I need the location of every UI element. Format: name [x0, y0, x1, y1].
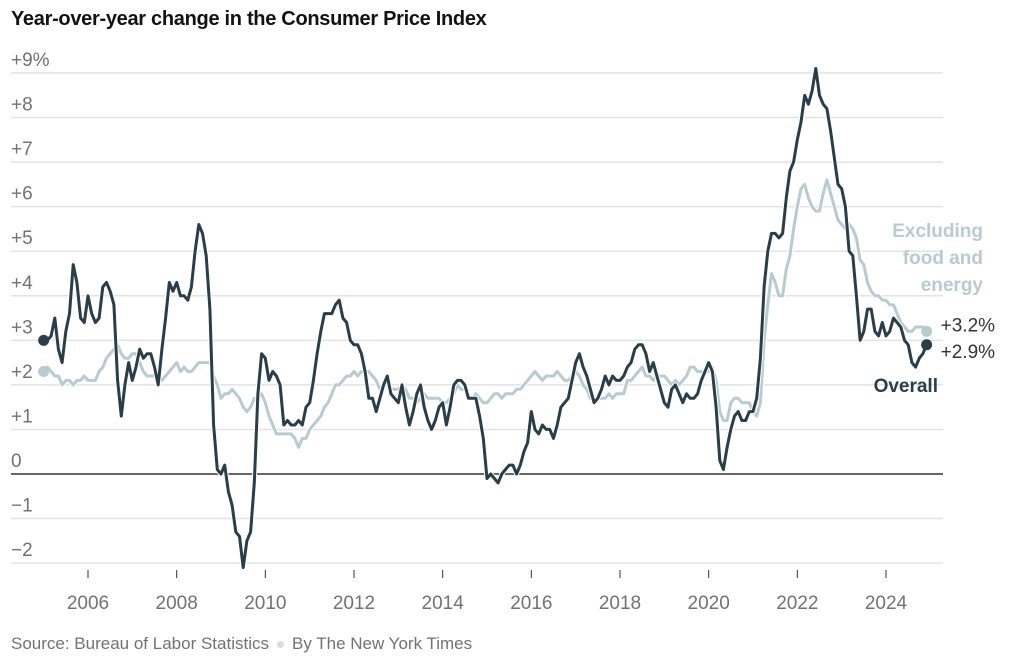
- x-tick-label: 2008: [156, 593, 198, 614]
- x-axis: 2006 2008 2010 2012 2014 2016 2018 2020 2022 2024: [67, 570, 908, 614]
- series-start-dot-core: [38, 366, 50, 378]
- series-end-dot-overall: [921, 339, 933, 351]
- x-tick-label: 2016: [510, 593, 552, 614]
- series-halo-overall: [43, 66, 929, 571]
- series-line-overall: [42, 67, 929, 570]
- series-end-dot-core: [921, 325, 933, 337]
- series-end-label-overall: +2.9%: [941, 342, 996, 363]
- series-end-label-core: +3.2%: [941, 315, 996, 336]
- byline: By The New York Times: [291, 634, 473, 653]
- line-chart: +9% +8 +7 +6 +5 +4 +3 +2 +1 0 −1 −2 2006 2008 2010 201…: [11, 50, 996, 614]
- annotation-overall: Overall: [874, 376, 938, 397]
- x-tick-label: 2022: [776, 593, 818, 614]
- y-tick-label: +3: [11, 317, 33, 338]
- x-tick-label: 2014: [422, 593, 465, 614]
- source-line: Source: Bureau of Labor Statistics By The…: [11, 634, 472, 654]
- annotations: Excluding food and energy Overall: [874, 221, 984, 397]
- x-tick-label: 2020: [688, 593, 730, 614]
- source-text: Source: Bureau of Labor Statistics: [11, 634, 269, 653]
- y-tick-label: +5: [11, 228, 33, 249]
- annotation-core-line: food and: [903, 248, 983, 269]
- y-tick-label: −1: [11, 496, 33, 517]
- x-tick-label: 2012: [333, 593, 375, 614]
- x-tick-label: 2018: [599, 593, 641, 614]
- annotation-core-line: energy: [921, 275, 984, 296]
- y-tick-label: +2: [11, 362, 33, 383]
- gridlines: [11, 72, 943, 564]
- series-line-core: [42, 178, 929, 449]
- y-tick-label: +1: [11, 406, 33, 427]
- series-lines: +3.2% +2.9%: [38, 66, 996, 571]
- annotation-core-line: Excluding: [892, 221, 983, 242]
- y-tick-label: +9%: [11, 50, 50, 71]
- x-tick-label: 2010: [244, 593, 286, 614]
- y-axis-labels: +9% +8 +7 +6 +5 +4 +3 +2 +1 0 −1 −2: [11, 50, 50, 561]
- y-tick-label: +6: [11, 184, 33, 205]
- x-tick-label: 2024: [865, 593, 908, 614]
- y-tick-label: +8: [11, 95, 33, 116]
- y-tick-label: −2: [11, 540, 33, 561]
- series-start-dot-overall: [38, 334, 50, 346]
- x-tick-label: 2006: [67, 593, 109, 614]
- y-tick-label: +4: [11, 273, 33, 294]
- separator-dot: [276, 641, 284, 649]
- chart-title: Year-over-year change in the Consumer Pr…: [11, 8, 487, 30]
- y-tick-label: 0: [11, 451, 22, 472]
- y-tick-label: +7: [11, 139, 33, 160]
